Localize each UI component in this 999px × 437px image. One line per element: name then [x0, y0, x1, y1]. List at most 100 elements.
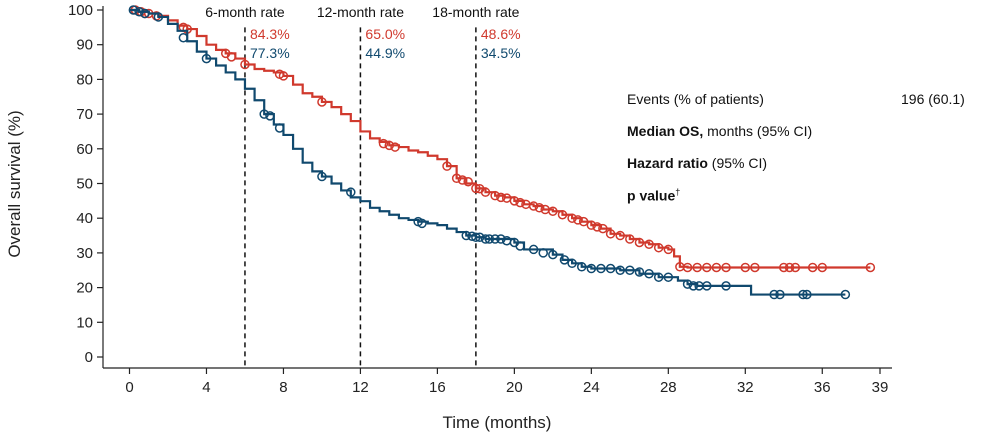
censor-mark: [625, 234, 635, 244]
censor-mark: [634, 237, 645, 248]
censor-mark: [417, 218, 427, 229]
censor-mark: [496, 192, 506, 203]
hazard-ratio-rest: (95% CI): [707, 155, 768, 171]
hazard-ratio-label: Hazard ratio (95% CI): [627, 155, 767, 171]
y-axis-label: Overall survival (%): [5, 110, 24, 257]
landmark-label: 12-month rate: [317, 4, 404, 20]
censor-mark: [274, 123, 285, 133]
landmark-blue-value: 44.9%: [365, 45, 405, 61]
censor-mark: [534, 203, 545, 213]
censor-mark: [586, 263, 597, 274]
landmark-label: 18-month rate: [432, 4, 519, 20]
censor-mark: [474, 232, 485, 243]
censor-mark: [317, 171, 327, 182]
landmark-blue-value: 34.5%: [481, 45, 521, 61]
axes: 0 10 20 30 40 50 60 70 80 90 100 0 4 8 12 16 20 24 28 32 36 3…: [68, 2, 892, 396]
censor-mark: [463, 177, 473, 187]
censor-mark: [775, 289, 785, 300]
censor-mark: [653, 242, 664, 253]
censor-mark: [586, 220, 597, 230]
censor-mark: [625, 265, 635, 275]
landmark-blue-value: 77.3%: [250, 45, 290, 61]
censor-mark: [798, 289, 808, 300]
median-os-bold: Median OS,: [627, 123, 704, 139]
censor-mark: [259, 109, 269, 119]
censor-mark: [201, 53, 212, 64]
censor-mark: [596, 263, 606, 274]
landmark-red-value: 48.6%: [481, 26, 521, 42]
x-tick-label: 20: [506, 379, 523, 396]
y-tick-label: 80: [76, 71, 93, 88]
censor-mark: [461, 230, 472, 241]
censor-mark: [557, 209, 568, 220]
censor-mark: [457, 175, 468, 185]
censor-mark: [802, 289, 812, 300]
y-tick-label: 60: [76, 141, 93, 158]
censor-mark: [451, 173, 462, 184]
events-value: 196 (60.1): [901, 91, 965, 107]
censor-mark: [605, 229, 616, 239]
censor-mark: [538, 248, 548, 258]
p-value-bold: p value: [627, 187, 676, 204]
censor-mark: [644, 268, 654, 279]
landmark-label: 6-month rate: [205, 4, 285, 20]
x-tick-label: 28: [660, 379, 677, 396]
censor-mark: [471, 232, 481, 243]
censor-mark: [605, 263, 616, 274]
y-tick-label: 0: [85, 349, 93, 366]
censor-mark: [682, 279, 693, 289]
x-tick-label: 39: [872, 379, 889, 396]
censor-mark: [702, 281, 712, 291]
censor-mark: [480, 234, 491, 244]
censor-mark: [865, 262, 876, 273]
censor-mark: [178, 33, 189, 43]
censor-mark: [615, 265, 625, 275]
censor-mark: [471, 183, 481, 194]
censor-mark: [265, 111, 275, 121]
x-tick-label: 0: [125, 379, 133, 396]
events-label: Events (% of patients): [627, 91, 764, 107]
censor-mark: [559, 255, 570, 265]
censor-mark: [653, 272, 664, 282]
hazard-ratio-bold: Hazard ratio: [627, 155, 708, 171]
censor-mark: [663, 272, 674, 282]
censor-mark: [573, 215, 583, 225]
y-tick-label: 100: [68, 2, 93, 19]
censor-mark: [480, 187, 491, 197]
censor-mark: [140, 8, 150, 19]
censor-mark: [515, 241, 525, 251]
series-line-blue: [129, 8, 846, 296]
censor-mark: [384, 140, 395, 151]
x-axis-label: Time (months): [443, 413, 552, 432]
y-tick-label: 30: [76, 245, 93, 262]
censor-mark: [840, 289, 851, 300]
censor-mark: [784, 262, 795, 273]
censor-mark: [496, 234, 506, 244]
censor-mark: [378, 138, 389, 149]
censor-mark: [779, 262, 789, 273]
censor-mark: [240, 59, 250, 70]
y-tick-label: 50: [76, 176, 93, 193]
censor-mark: [490, 190, 500, 201]
landmark-lines: 6-month rate 84.3% 77.3% 12-month rate 65.0%…: [205, 4, 521, 366]
x-tick-label: 4: [202, 379, 210, 396]
x-tick-label: 32: [737, 379, 754, 396]
y-tick-label: 10: [76, 314, 93, 331]
censor-mark: [548, 249, 558, 260]
censor-mark: [134, 6, 144, 17]
censor-mark: [346, 187, 356, 197]
censor-mark: [790, 262, 801, 273]
censor-mark: [567, 213, 577, 223]
censor-mark: [509, 196, 520, 206]
censor-mark: [592, 222, 602, 232]
y-tick-label: 40: [76, 210, 93, 227]
censor-mark: [634, 267, 645, 277]
censor-mark: [682, 262, 693, 273]
y-tick-label: 70: [76, 106, 93, 123]
censor-mark: [567, 258, 577, 269]
p-value-dagger: †: [675, 187, 681, 197]
x-tick-label: 12: [352, 379, 369, 396]
censor-mark: [528, 201, 539, 211]
x-tick-label: 16: [429, 379, 446, 396]
